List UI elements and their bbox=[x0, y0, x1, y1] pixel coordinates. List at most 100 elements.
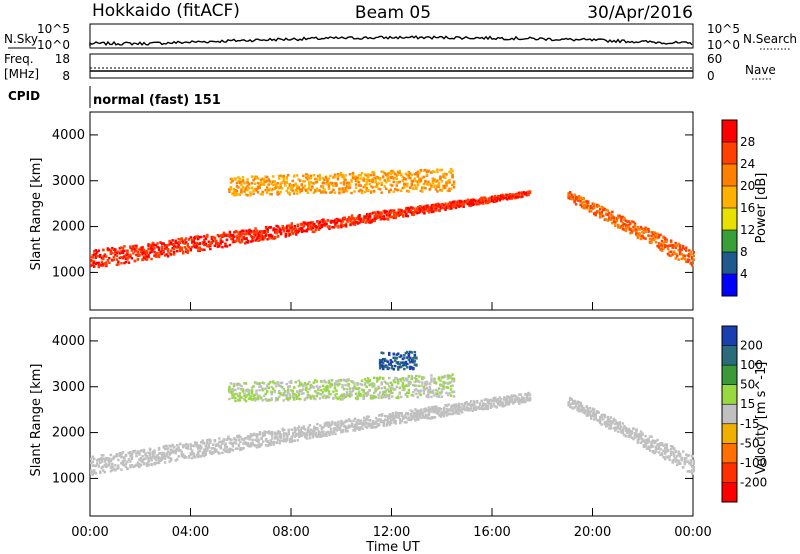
range-cell bbox=[377, 393, 380, 397]
range-cell bbox=[302, 174, 305, 178]
range-cell bbox=[654, 450, 658, 453]
range-cell bbox=[426, 408, 429, 412]
range-cell bbox=[689, 463, 692, 466]
range-cell bbox=[433, 184, 436, 187]
range-cell bbox=[160, 451, 164, 455]
range-cell bbox=[288, 397, 291, 400]
range-cell bbox=[168, 451, 171, 455]
range-cell bbox=[357, 181, 361, 184]
range-cell bbox=[432, 410, 435, 413]
range-cell bbox=[258, 443, 262, 446]
range-cell bbox=[244, 399, 248, 403]
range-cell bbox=[659, 453, 662, 457]
range-cell bbox=[576, 199, 579, 202]
range-cell bbox=[282, 179, 285, 182]
range-cell bbox=[330, 183, 334, 186]
range-cell bbox=[633, 432, 637, 435]
range-cell bbox=[139, 250, 143, 253]
range-cell bbox=[439, 383, 442, 387]
range-cell bbox=[587, 412, 590, 415]
range-cell bbox=[308, 221, 312, 225]
range-cell bbox=[375, 376, 379, 380]
range-cell bbox=[388, 214, 391, 217]
range-cell bbox=[118, 452, 122, 455]
range-cell bbox=[380, 351, 383, 354]
range-cell bbox=[429, 207, 432, 211]
range-cell bbox=[427, 393, 430, 396]
range-cell bbox=[244, 382, 248, 385]
range-cell bbox=[406, 184, 409, 188]
colorbar-tick-label: 15 bbox=[740, 397, 755, 411]
power-ylabel: Slant Range [km] bbox=[29, 158, 44, 271]
range-cell bbox=[115, 452, 119, 456]
range-cell bbox=[516, 192, 520, 195]
range-cell bbox=[590, 210, 593, 213]
range-cell bbox=[485, 199, 488, 202]
range-cell bbox=[414, 210, 417, 213]
range-cell bbox=[401, 388, 405, 392]
range-cell bbox=[626, 225, 629, 229]
range-cell bbox=[175, 245, 179, 248]
range-cell bbox=[442, 381, 445, 384]
range-cell bbox=[448, 189, 451, 192]
range-cell bbox=[254, 438, 257, 442]
range-cell bbox=[210, 235, 214, 239]
range-cell bbox=[154, 254, 158, 257]
range-cell bbox=[337, 226, 340, 229]
range-cell bbox=[285, 394, 288, 397]
y-tick-label: 1000 bbox=[52, 471, 85, 486]
range-cell bbox=[258, 234, 262, 238]
range-cell bbox=[118, 454, 122, 458]
range-cell bbox=[138, 465, 141, 469]
range-cell bbox=[250, 182, 254, 185]
range-cell bbox=[171, 449, 174, 452]
range-cell bbox=[669, 254, 673, 258]
range-cell bbox=[297, 379, 300, 382]
range-cell bbox=[644, 442, 647, 445]
range-cell bbox=[656, 447, 659, 450]
range-cell bbox=[348, 387, 352, 390]
range-cell bbox=[506, 198, 509, 201]
range-cell bbox=[642, 228, 646, 231]
range-cell bbox=[512, 193, 515, 196]
range-cell bbox=[495, 406, 498, 409]
range-cell bbox=[405, 420, 408, 424]
range-cell bbox=[478, 402, 482, 405]
range-cell bbox=[390, 211, 393, 214]
range-cell bbox=[207, 245, 211, 248]
range-cell bbox=[327, 183, 331, 186]
range-cell bbox=[227, 233, 230, 237]
range-cell bbox=[391, 360, 394, 364]
range-cell bbox=[163, 461, 167, 464]
range-cell bbox=[391, 169, 394, 173]
range-cell bbox=[439, 415, 443, 418]
range-cell bbox=[304, 435, 307, 438]
range-cell bbox=[427, 406, 431, 409]
range-cell bbox=[177, 455, 180, 458]
range-cell bbox=[195, 246, 198, 249]
range-cell bbox=[97, 458, 100, 462]
range-cell bbox=[100, 260, 104, 264]
range-cell bbox=[142, 448, 146, 452]
range-cell bbox=[404, 351, 408, 355]
range-cell bbox=[403, 421, 407, 424]
range-cell bbox=[436, 395, 439, 398]
range-cell bbox=[385, 389, 388, 392]
range-cell bbox=[377, 387, 380, 390]
range-cell bbox=[290, 226, 293, 230]
range-cell bbox=[630, 229, 634, 233]
range-cell bbox=[663, 447, 667, 450]
range-cell bbox=[397, 412, 400, 415]
range-cell bbox=[471, 201, 474, 205]
range-cell bbox=[404, 393, 408, 396]
range-cell bbox=[341, 394, 344, 397]
range-cell bbox=[127, 261, 131, 264]
range-cell bbox=[608, 423, 611, 427]
range-cell bbox=[519, 195, 523, 199]
range-cell bbox=[385, 424, 388, 427]
range-cell bbox=[612, 216, 616, 219]
range-cell bbox=[299, 428, 302, 431]
range-cell bbox=[287, 187, 290, 190]
range-cell bbox=[266, 230, 269, 234]
range-cell bbox=[338, 428, 342, 431]
